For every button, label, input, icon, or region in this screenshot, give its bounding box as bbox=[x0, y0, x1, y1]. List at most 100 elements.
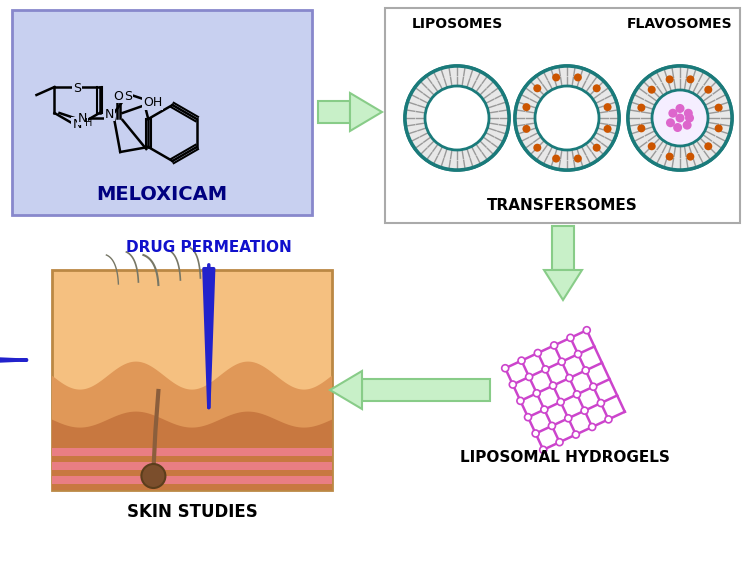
Circle shape bbox=[425, 86, 489, 150]
Circle shape bbox=[533, 84, 542, 92]
Circle shape bbox=[574, 74, 582, 81]
FancyBboxPatch shape bbox=[385, 8, 740, 223]
Circle shape bbox=[532, 430, 539, 437]
Circle shape bbox=[526, 373, 532, 380]
Circle shape bbox=[557, 398, 564, 405]
Circle shape bbox=[517, 397, 524, 404]
Circle shape bbox=[704, 142, 712, 150]
Circle shape bbox=[574, 350, 581, 357]
Circle shape bbox=[592, 144, 601, 152]
Polygon shape bbox=[330, 371, 362, 409]
Circle shape bbox=[567, 334, 574, 341]
Circle shape bbox=[686, 75, 694, 84]
Text: H: H bbox=[85, 118, 92, 128]
Text: SKIN STUDIES: SKIN STUDIES bbox=[127, 503, 257, 521]
Circle shape bbox=[574, 391, 580, 398]
Circle shape bbox=[614, 392, 621, 399]
Circle shape bbox=[534, 349, 542, 356]
Circle shape bbox=[535, 86, 599, 150]
Circle shape bbox=[621, 408, 628, 415]
Circle shape bbox=[518, 357, 525, 364]
Circle shape bbox=[666, 75, 674, 84]
FancyBboxPatch shape bbox=[552, 226, 574, 270]
Circle shape bbox=[515, 66, 619, 170]
Circle shape bbox=[541, 406, 548, 413]
Circle shape bbox=[502, 365, 509, 372]
Circle shape bbox=[591, 343, 598, 350]
FancyBboxPatch shape bbox=[12, 10, 312, 215]
Circle shape bbox=[684, 109, 693, 118]
Circle shape bbox=[584, 326, 590, 333]
Circle shape bbox=[715, 103, 723, 112]
Circle shape bbox=[548, 422, 556, 429]
Circle shape bbox=[673, 123, 682, 132]
FancyBboxPatch shape bbox=[318, 101, 350, 123]
Circle shape bbox=[582, 367, 590, 374]
Circle shape bbox=[565, 415, 572, 422]
Text: N: N bbox=[104, 107, 114, 120]
Circle shape bbox=[552, 74, 560, 81]
Circle shape bbox=[676, 104, 685, 113]
Circle shape bbox=[652, 90, 708, 146]
Text: MELOXICAM: MELOXICAM bbox=[97, 186, 227, 204]
Circle shape bbox=[648, 142, 656, 150]
Circle shape bbox=[605, 416, 612, 423]
Circle shape bbox=[572, 431, 579, 438]
Circle shape bbox=[524, 413, 532, 420]
Text: FLAVOSOMES: FLAVOSOMES bbox=[627, 17, 733, 31]
Circle shape bbox=[604, 125, 611, 133]
Circle shape bbox=[523, 103, 530, 111]
Circle shape bbox=[676, 113, 685, 123]
Circle shape bbox=[581, 407, 588, 414]
Text: O: O bbox=[113, 89, 124, 103]
Circle shape bbox=[668, 109, 677, 118]
Circle shape bbox=[628, 66, 732, 170]
Circle shape bbox=[592, 84, 601, 92]
Circle shape bbox=[405, 66, 509, 170]
Circle shape bbox=[638, 124, 645, 133]
Polygon shape bbox=[544, 270, 582, 300]
Circle shape bbox=[704, 86, 712, 93]
Circle shape bbox=[638, 103, 645, 112]
Circle shape bbox=[715, 124, 723, 133]
Circle shape bbox=[550, 342, 558, 349]
Circle shape bbox=[682, 121, 692, 130]
Polygon shape bbox=[350, 93, 382, 131]
Circle shape bbox=[142, 464, 166, 488]
Circle shape bbox=[533, 390, 540, 397]
Circle shape bbox=[533, 144, 542, 152]
Circle shape bbox=[628, 66, 732, 170]
Circle shape bbox=[606, 376, 613, 383]
Circle shape bbox=[566, 374, 573, 381]
Text: N: N bbox=[78, 112, 87, 124]
Circle shape bbox=[598, 359, 605, 366]
Circle shape bbox=[686, 152, 694, 161]
Circle shape bbox=[590, 383, 597, 390]
Circle shape bbox=[604, 103, 611, 111]
Circle shape bbox=[648, 86, 656, 93]
Circle shape bbox=[556, 439, 563, 446]
Circle shape bbox=[540, 446, 547, 453]
Circle shape bbox=[558, 358, 566, 365]
Circle shape bbox=[515, 66, 619, 170]
Text: LIPOSOMES: LIPOSOMES bbox=[411, 17, 503, 31]
Circle shape bbox=[574, 155, 582, 162]
Text: DRUG PERMEATION: DRUG PERMEATION bbox=[126, 241, 292, 256]
Circle shape bbox=[550, 382, 556, 389]
Circle shape bbox=[598, 399, 604, 406]
FancyBboxPatch shape bbox=[362, 379, 490, 401]
Circle shape bbox=[509, 381, 516, 388]
Circle shape bbox=[666, 152, 674, 161]
Circle shape bbox=[552, 155, 560, 162]
Text: TRANSFERSOMES: TRANSFERSOMES bbox=[488, 197, 638, 213]
FancyBboxPatch shape bbox=[52, 270, 332, 490]
Circle shape bbox=[523, 125, 530, 133]
Circle shape bbox=[542, 366, 549, 373]
Text: LIPOSOMAL HYDROGELS: LIPOSOMAL HYDROGELS bbox=[460, 450, 670, 465]
Text: N: N bbox=[72, 119, 82, 131]
Circle shape bbox=[685, 113, 694, 123]
Text: S: S bbox=[73, 82, 81, 95]
Circle shape bbox=[666, 118, 675, 127]
Circle shape bbox=[405, 66, 509, 170]
Circle shape bbox=[589, 423, 596, 430]
